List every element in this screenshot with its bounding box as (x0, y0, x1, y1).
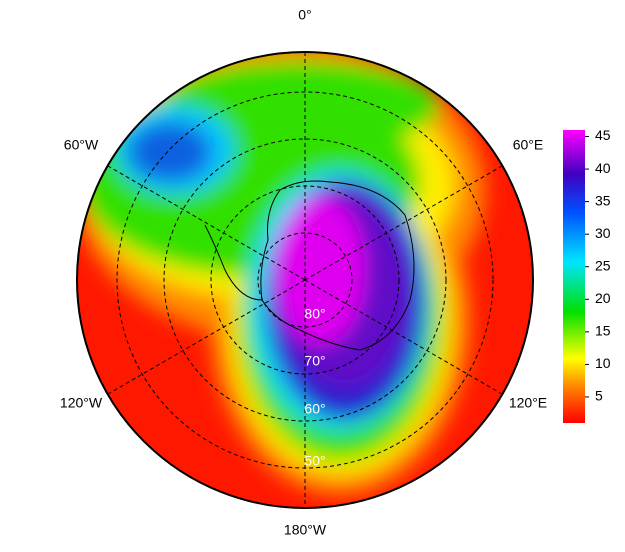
colorbar-tick-label: 10 (595, 355, 611, 371)
map-border (76, 51, 534, 509)
lat-label: 70° (304, 353, 325, 369)
graticule (107, 52, 503, 508)
lon-label: 120°E (509, 395, 547, 411)
lat-label: 80° (304, 306, 325, 322)
colorbar-tick-label: 40 (595, 160, 611, 176)
colorbar-tick-label: 15 (595, 323, 611, 339)
colorbar-tick-label: 30 (595, 225, 611, 241)
lon-label: 120°W (60, 395, 103, 411)
lat-label: 50° (304, 453, 325, 469)
lon-label: 0° (298, 7, 311, 23)
colorbar-tick-label: 25 (595, 257, 611, 273)
colorbar-tick-label: 20 (595, 290, 611, 306)
colorbar-tick-label: 45 (595, 127, 611, 143)
lat-label: 60° (304, 401, 325, 417)
lon-label: 60°E (513, 137, 544, 153)
colorbar-tick-label: 35 (595, 192, 611, 208)
coastline (204, 180, 415, 351)
lon-label: 60°W (64, 137, 99, 153)
colorbar-tick-label: 5 (595, 388, 603, 404)
lon-label: 180°W (284, 522, 327, 538)
colorbar (563, 130, 585, 423)
